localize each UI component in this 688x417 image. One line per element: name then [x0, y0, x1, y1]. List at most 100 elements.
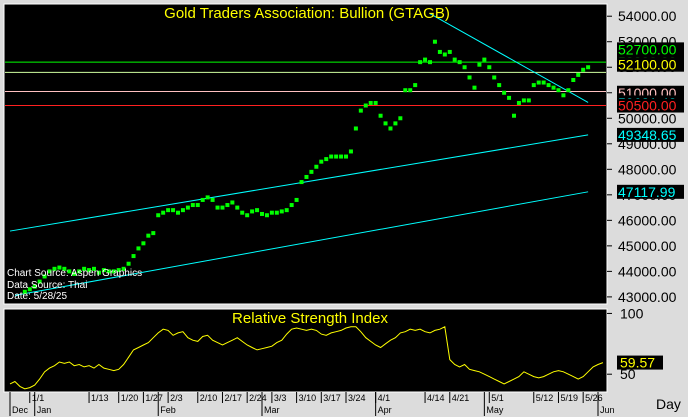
price-points-layer — [22, 39, 591, 294]
price-point-9 — [67, 269, 72, 274]
month-label-2: Feb — [160, 405, 176, 415]
price-point-46 — [250, 209, 255, 214]
price-point-96 — [497, 83, 502, 88]
month-label-4: Apr — [378, 405, 392, 415]
x-tick-label-15: 5/1 — [491, 393, 504, 403]
price-point-36 — [200, 197, 205, 202]
price-point-27 — [156, 213, 161, 218]
price-point-40 — [220, 205, 225, 210]
price-point-24 — [141, 241, 146, 246]
price-point-31 — [176, 210, 180, 215]
level-label-box-0 — [617, 42, 684, 57]
price-point-90 — [467, 75, 472, 80]
date-note: Date: 5/28/25 — [7, 291, 67, 302]
price-point-109 — [561, 93, 566, 98]
price-point-62 — [329, 154, 334, 159]
rsi-last-value: 59.57 — [617, 355, 663, 371]
rsi-y-tick-1: 50 — [620, 366, 636, 382]
price-point-11 — [77, 269, 82, 274]
price-point-66 — [348, 149, 353, 154]
month-label-5: May — [486, 405, 504, 415]
x-tick-label-0: 1/1 — [32, 393, 45, 403]
chart-source-note: Chart Source: Aspen Graphics — [7, 268, 142, 279]
price-point-3 — [37, 279, 42, 284]
price-point-87 — [452, 57, 457, 62]
price-point-45 — [245, 213, 250, 218]
price-point-82 — [428, 60, 432, 65]
x-tick-label-5: 2/10 — [200, 393, 218, 403]
price-point-64 — [339, 154, 344, 159]
price-point-54 — [289, 203, 294, 208]
price-y-tick-0: 43000.00 — [618, 289, 677, 305]
level-label-6: 49348.65 — [618, 127, 677, 143]
price-point-41 — [225, 203, 230, 208]
price-point-105 — [541, 80, 546, 85]
price-point-97 — [502, 90, 507, 95]
price-point-84 — [437, 49, 442, 54]
price-point-60 — [319, 159, 324, 164]
price-y-tick-1: 44000.00 — [618, 263, 677, 279]
price-point-30 — [171, 208, 176, 213]
price-chart-title: Gold Traders Association: Bullion (GTAGB… — [164, 5, 450, 22]
rsi-last-value-box — [617, 355, 663, 370]
data-source-note: Data Source: Thai — [7, 280, 87, 291]
x-tick-label-12: 4/1 — [378, 393, 391, 403]
price-point-0 — [22, 289, 27, 294]
price-point-93 — [482, 57, 487, 62]
source-notes: Chart Source: Aspen Graphics Data Source… — [7, 268, 142, 302]
price-point-16 — [101, 268, 106, 273]
time-x-axis: 1/1 1/13 1/20 1/27 2/3 2/10 2/17 2/24 3/3 3/10 3/1… — [9, 392, 615, 416]
price-point-100 — [516, 100, 521, 105]
price-point-114 — [586, 65, 591, 70]
price-point-59 — [314, 164, 319, 169]
price-point-15 — [96, 270, 101, 275]
price-point-110 — [566, 88, 571, 93]
x-tick-label-2: 1/20 — [121, 393, 139, 403]
price-point-69 — [363, 103, 368, 108]
price-point-50 — [269, 210, 274, 215]
price-point-85 — [442, 52, 447, 57]
rsi-y-axis: 100 50 — [607, 305, 644, 382]
price-point-49 — [264, 213, 269, 218]
price-point-65 — [344, 154, 348, 159]
price-point-67 — [353, 126, 358, 131]
price-point-111 — [571, 78, 576, 82]
price-point-37 — [205, 195, 210, 200]
price-point-23 — [136, 246, 141, 251]
price-point-48 — [260, 211, 264, 216]
price-point-53 — [284, 208, 289, 213]
price-point-26 — [151, 231, 156, 236]
x-tick-label-7: 2/24 — [249, 393, 267, 403]
price-point-22 — [131, 254, 136, 259]
price-point-61 — [324, 157, 329, 162]
price-point-94 — [487, 65, 492, 70]
level-label-5: 50500.00 — [618, 98, 677, 114]
x-tick-label-14: 4/21 — [452, 393, 470, 403]
price-point-38 — [210, 197, 215, 202]
level-label-0: 52700.00 — [618, 41, 677, 57]
price-point-76 — [398, 116, 403, 121]
level-label-box-6 — [617, 127, 684, 142]
x-tick-label-17: 5/19 — [560, 393, 578, 403]
price-point-14 — [92, 266, 96, 271]
level-label-box-7 — [617, 184, 684, 199]
rsi-y-tick-0: 100 — [620, 305, 644, 321]
price-point-52 — [279, 209, 284, 214]
x-tick-label-11: 3/24 — [348, 393, 366, 403]
price-point-35 — [195, 203, 200, 208]
price-point-55 — [294, 197, 299, 202]
price-point-44 — [240, 210, 245, 215]
price-point-98 — [507, 95, 512, 100]
price-point-17 — [106, 269, 111, 274]
price-point-19 — [116, 268, 121, 273]
x-tick-label-18: 5/26 — [585, 393, 603, 403]
price-point-29 — [166, 208, 171, 213]
price-point-75 — [393, 121, 398, 126]
month-label-6: Jun — [600, 405, 615, 415]
x-tick-label-8: 3/3 — [274, 393, 287, 403]
month-label-1: Jan — [37, 405, 52, 415]
level-label-box-5 — [617, 98, 684, 113]
price-point-95 — [492, 75, 497, 80]
price-point-4 — [42, 274, 47, 279]
